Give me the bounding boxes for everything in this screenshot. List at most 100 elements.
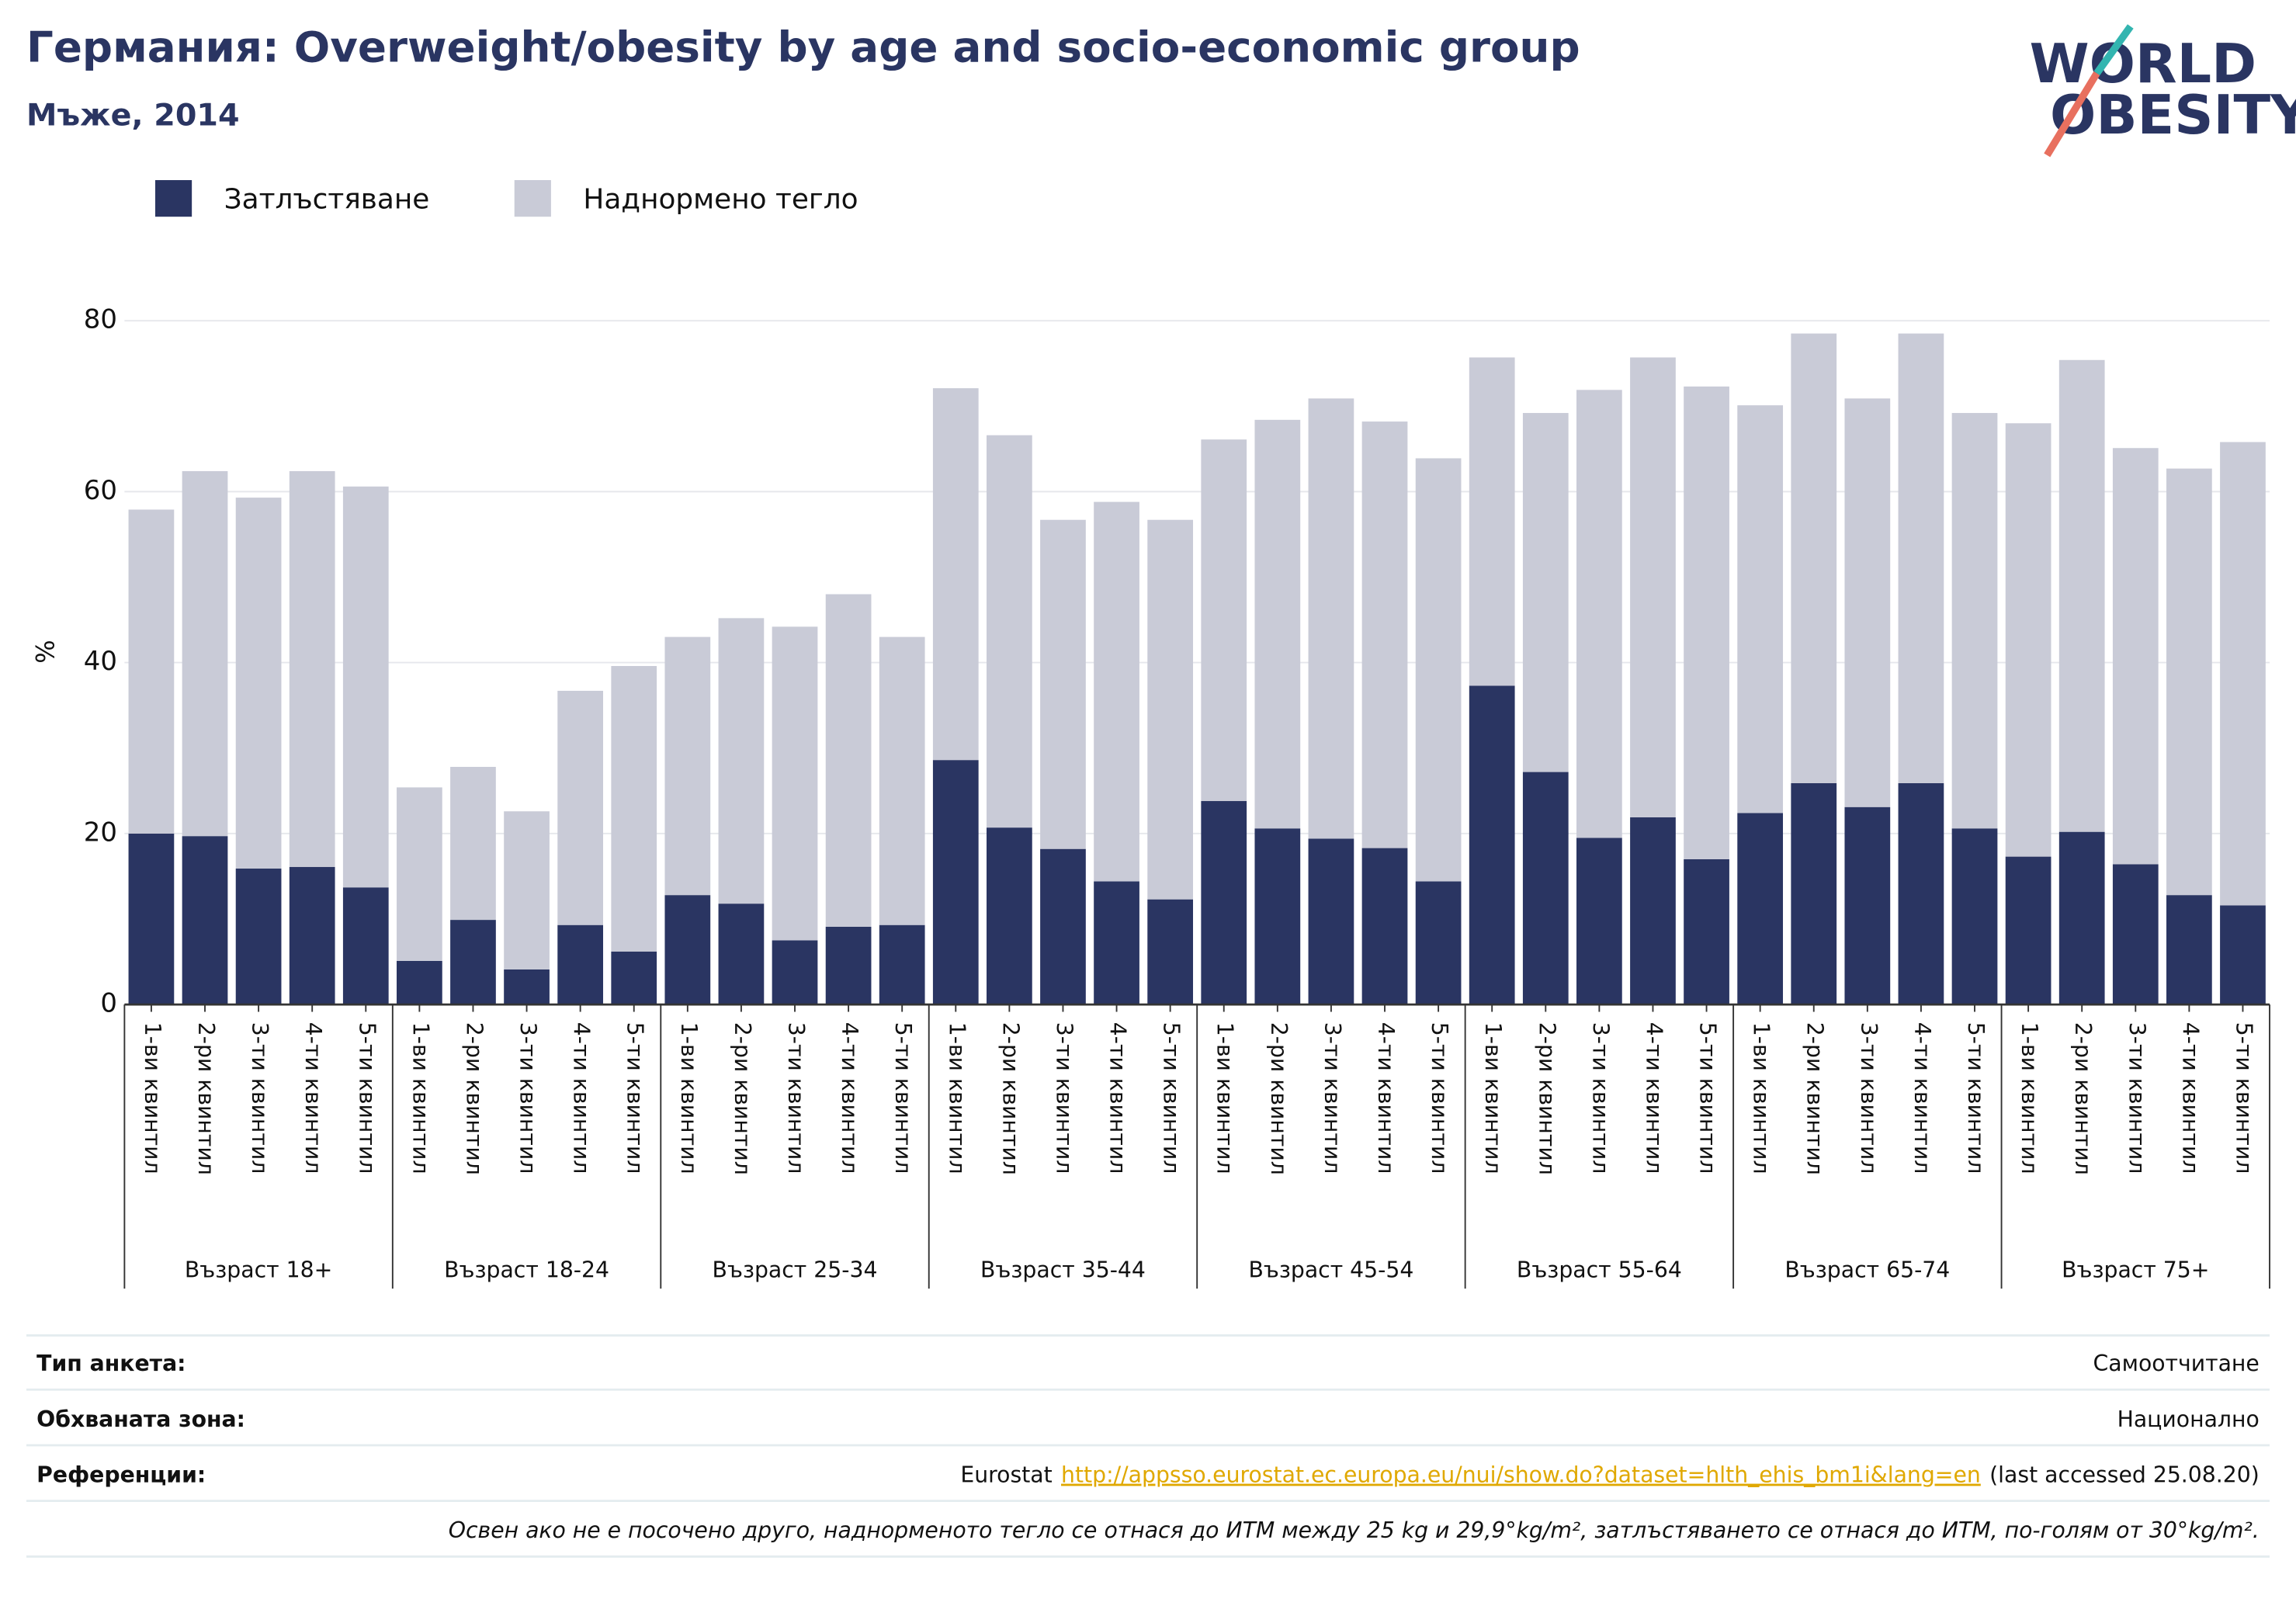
bar-segment	[342, 486, 389, 888]
bar-segment	[1576, 390, 1622, 838]
bar-segment	[1094, 501, 1139, 882]
bar-segment	[504, 969, 550, 1005]
bar-segment	[1147, 519, 1194, 900]
x-tick-label: 1-ви квинтил	[1480, 1022, 1506, 1174]
logo: WORLD OBESITY	[2030, 24, 2296, 158]
bar-segment	[932, 760, 979, 1005]
bar-segment	[1147, 899, 1194, 1005]
x-tick-label: 5-ти квинтил	[1159, 1022, 1184, 1174]
bar-segment	[2220, 442, 2266, 906]
bar-segment	[1201, 801, 1247, 1005]
bar-segment	[2005, 856, 2051, 1005]
bar-segment	[128, 833, 175, 1005]
bar-segment	[2112, 448, 2159, 865]
x-tick-label: 4-ти квинтил	[837, 1022, 862, 1174]
group-label: Възраст 65-74	[1784, 1257, 1950, 1282]
bar-segment	[772, 940, 818, 1005]
bar-segment	[1576, 838, 1622, 1005]
bar-segment	[664, 895, 711, 1005]
bar-segment	[611, 666, 657, 952]
bar-segment	[987, 827, 1032, 1005]
bar-segment	[1308, 838, 1354, 1005]
footer-value: Национално	[2117, 1406, 2260, 1432]
bar-segment	[1951, 828, 1998, 1005]
bar-segment	[1361, 421, 1408, 848]
bar-segment	[1684, 858, 1729, 1005]
bar-segment	[1522, 413, 1569, 772]
bar-segment	[1040, 848, 1086, 1005]
y-tick-label: 40	[84, 646, 117, 677]
bar-segment	[1469, 685, 1515, 1005]
x-tick-label: 3-ти квинтил	[783, 1022, 809, 1174]
bar-segment	[664, 636, 711, 896]
y-tick-label: 60	[84, 475, 117, 506]
bar-segment	[1791, 333, 1837, 783]
bar-segment	[1951, 413, 1998, 829]
bar-segment	[879, 636, 925, 925]
chart-title: Германия: Overweight/obesity by age and …	[26, 22, 1580, 71]
bar-segment	[182, 836, 228, 1005]
group-label: Възраст 55-64	[1517, 1257, 1682, 1282]
bar-segment	[1254, 828, 1301, 1005]
x-tick-label: 5-ти квинтил	[354, 1022, 380, 1174]
legend-label: Наднормено тегло	[583, 183, 858, 215]
footer-note: Освен ако не е посочено друго, наднормен…	[449, 1517, 2260, 1543]
x-tick-label: 5-ти квинтил	[2231, 1022, 2256, 1174]
bar-segment	[825, 926, 872, 1005]
bar-segment	[718, 904, 765, 1005]
bar-segment	[182, 470, 228, 837]
bar-segment	[557, 690, 604, 925]
bar-segment	[1415, 881, 1462, 1005]
x-tick-label: 1-ви квинтил	[676, 1022, 702, 1174]
y-tick-label: 20	[84, 817, 117, 848]
x-tick-label: 3-ти квинтил	[1856, 1022, 1882, 1174]
bar-segment	[1522, 772, 1569, 1005]
logo-text: WORLD	[2030, 33, 2256, 95]
bar-segment	[235, 498, 282, 869]
bar-segment	[879, 924, 925, 1005]
x-tick-label: 4-ти квинтил	[1909, 1022, 1935, 1174]
bar-segment	[2058, 359, 2105, 832]
bar-segment	[2005, 423, 2051, 857]
bar-segment	[1630, 357, 1676, 817]
bar-segment	[235, 869, 282, 1005]
x-tick-label: 5-ти квинтил	[1963, 1022, 1989, 1174]
group-label: Възраст 75+	[2062, 1257, 2209, 1282]
footer: Тип анкета: Самоотчитане Обхваната зона: На…	[26, 1334, 2270, 1558]
group-label: Възраст 35-44	[980, 1257, 1146, 1282]
x-tick-label: 3-ти квинтил	[247, 1022, 272, 1174]
bar-segment	[128, 509, 175, 834]
bar-segment	[1844, 806, 1891, 1005]
bar-segment	[289, 866, 335, 1005]
bar-segment	[1791, 782, 1837, 1005]
bar-segment	[397, 787, 442, 961]
bar-segment	[1201, 439, 1247, 802]
reference-link[interactable]: http://appsso.eurostat.ec.europa.eu/nui/…	[1061, 1462, 1981, 1488]
bar-segment	[1040, 519, 1086, 849]
bar-segment	[1737, 813, 1784, 1005]
bar-segment	[987, 435, 1032, 828]
group-label: Възраст 18-24	[444, 1257, 609, 1282]
legend-swatch	[154, 180, 192, 217]
bar-segment	[2058, 831, 2105, 1005]
bar-segment	[557, 924, 604, 1005]
bar-segment	[1844, 398, 1891, 807]
x-tick-label: 3-ти квинтил	[2124, 1022, 2149, 1174]
x-tick-label: 2-ри квинтил	[1802, 1022, 1828, 1175]
bar-segment	[1094, 881, 1139, 1005]
footer-label: Тип анкета:	[36, 1351, 186, 1376]
x-tick-label: 1-ви квинтил	[1212, 1022, 1238, 1174]
bar-segment	[825, 594, 872, 927]
bar-segment	[450, 766, 496, 921]
bar-segment	[2166, 468, 2212, 896]
x-tick-label: 2-ри квинтил	[997, 1022, 1023, 1175]
footer-value: Самоотчитане	[2093, 1351, 2260, 1376]
bar-segment	[1898, 333, 1944, 783]
bar-segment	[1361, 848, 1408, 1005]
bar-segment	[1737, 405, 1784, 813]
footer-label: Обхваната зона:	[36, 1406, 245, 1432]
bar-segment	[772, 626, 818, 941]
bar-segment	[718, 618, 765, 904]
bar-segment	[2112, 864, 2159, 1005]
